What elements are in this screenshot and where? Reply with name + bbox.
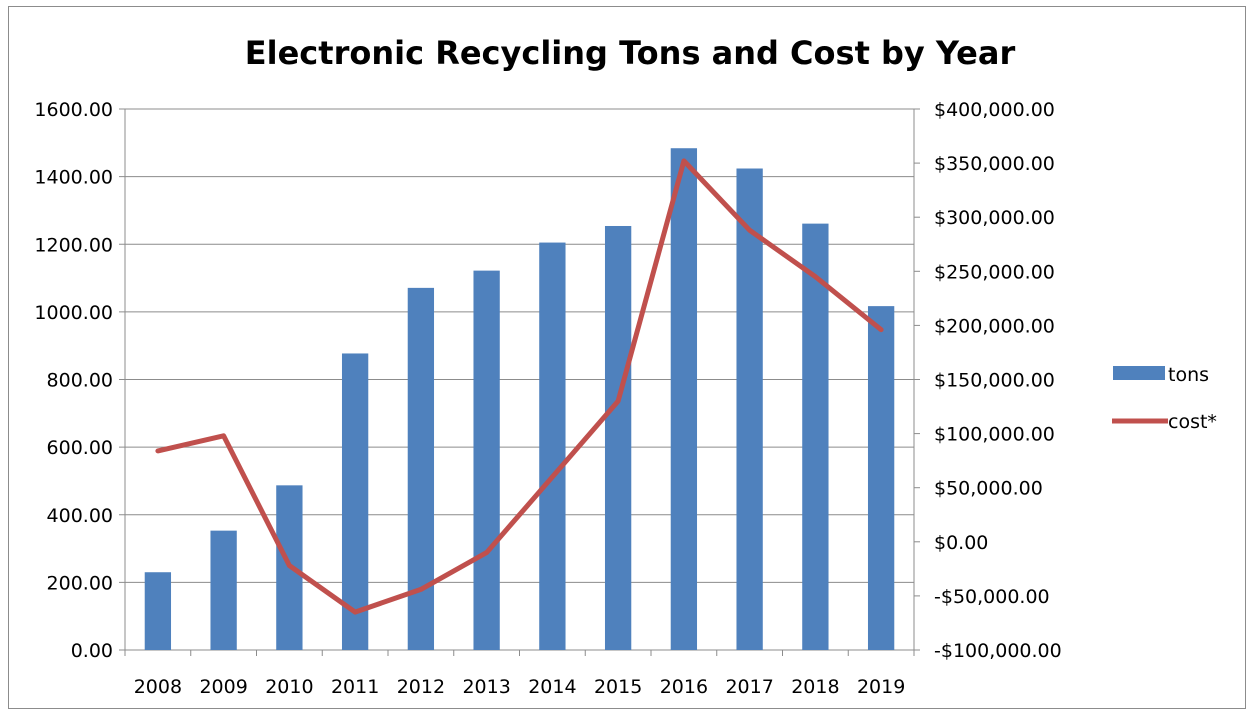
left-tick-label: 1000.00 xyxy=(34,302,113,324)
bar-tons-2014 xyxy=(539,242,566,650)
cost-point-2013 xyxy=(486,552,488,554)
cost-point-2016 xyxy=(683,160,685,162)
right-tick-label: -$100,000.00 xyxy=(934,640,1062,662)
cost-point-2019 xyxy=(880,329,882,331)
bar-tons-2012 xyxy=(407,287,435,650)
left-tick-label: 1200.00 xyxy=(34,234,113,256)
cost-point-2009 xyxy=(223,435,225,437)
cost-point-2018 xyxy=(814,276,816,278)
chart-title: Electronic Recycling Tons and Cost by Ye… xyxy=(245,34,1016,72)
x-axis: 2008 2009 2010 2011 2012 2013 2014 2015 2016 2017… xyxy=(124,650,915,698)
x-tick-label: 2019 xyxy=(857,676,905,698)
x-tick-label: 2012 xyxy=(397,676,445,698)
x-tick-label: 2008 xyxy=(134,676,182,698)
x-tick-label: 2011 xyxy=(331,676,379,698)
cost-point-2014 xyxy=(551,476,553,478)
left-tick-label: 0.00 xyxy=(71,640,113,662)
legend: tons cost* xyxy=(1112,364,1217,433)
right-y-axis: -$100,000.00 -$50,000.00 $0.00 $50,000.00 $1… xyxy=(914,99,1062,662)
bar-tons-2019 xyxy=(867,306,895,650)
cost-point-2015 xyxy=(617,400,619,402)
x-tick-label: 2016 xyxy=(660,676,708,698)
x-tick-label: 2013 xyxy=(462,676,510,698)
bar-tons-2015 xyxy=(604,225,632,650)
cost-line xyxy=(155,158,884,615)
cost-point-2012 xyxy=(420,588,422,590)
legend-label-tons: tons xyxy=(1168,364,1209,386)
cost-point-2008 xyxy=(157,450,159,452)
tons-series xyxy=(144,148,895,650)
legend-swatch-tons xyxy=(1113,366,1165,380)
x-tick-label: 2014 xyxy=(528,676,576,698)
bar-tons-2018 xyxy=(802,223,829,650)
bar-tons-2017 xyxy=(736,168,763,650)
right-tick-label: $250,000.00 xyxy=(934,261,1055,283)
right-tick-label: $150,000.00 xyxy=(934,370,1055,392)
x-tick-label: 2017 xyxy=(725,676,773,698)
x-tick-label: 2018 xyxy=(791,676,839,698)
x-tick-label: 2015 xyxy=(594,676,642,698)
left-tick-label: 600.00 xyxy=(47,437,113,459)
cost-point-2017 xyxy=(749,229,751,231)
right-tick-label: $0.00 xyxy=(934,532,988,554)
grid-lines xyxy=(125,108,914,651)
bar-tons-2016 xyxy=(670,148,698,650)
x-tick-label: 2009 xyxy=(199,676,247,698)
right-tick-label: $400,000.00 xyxy=(934,99,1055,121)
bar-tons-2008 xyxy=(144,572,172,650)
bar-tons-2013 xyxy=(473,270,500,650)
left-tick-label: 1400.00 xyxy=(34,167,113,189)
cost-point-2010 xyxy=(288,565,290,567)
right-tick-label: $50,000.00 xyxy=(934,478,1043,500)
legend-label-cost: cost* xyxy=(1168,411,1217,433)
cost-point-2011 xyxy=(354,611,356,613)
right-tick-label: -$50,000.00 xyxy=(934,586,1050,608)
left-tick-label: 400.00 xyxy=(47,505,113,527)
x-tick-label: 2010 xyxy=(265,676,313,698)
bar-tons-2009 xyxy=(210,530,237,650)
left-tick-label: 1600.00 xyxy=(34,99,113,121)
cost-series xyxy=(155,158,884,615)
bar-tons-2011 xyxy=(341,353,369,650)
left-tick-label: 200.00 xyxy=(47,572,113,594)
right-tick-label: $200,000.00 xyxy=(934,315,1055,337)
right-tick-label: $350,000.00 xyxy=(934,153,1055,175)
right-tick-label: $100,000.00 xyxy=(934,424,1055,446)
left-y-axis: 0.00 200.00 400.00 600.00 800.00 1000.00 1200.… xyxy=(34,99,125,662)
right-tick-label: $300,000.00 xyxy=(934,207,1055,229)
left-tick-label: 800.00 xyxy=(47,370,113,392)
